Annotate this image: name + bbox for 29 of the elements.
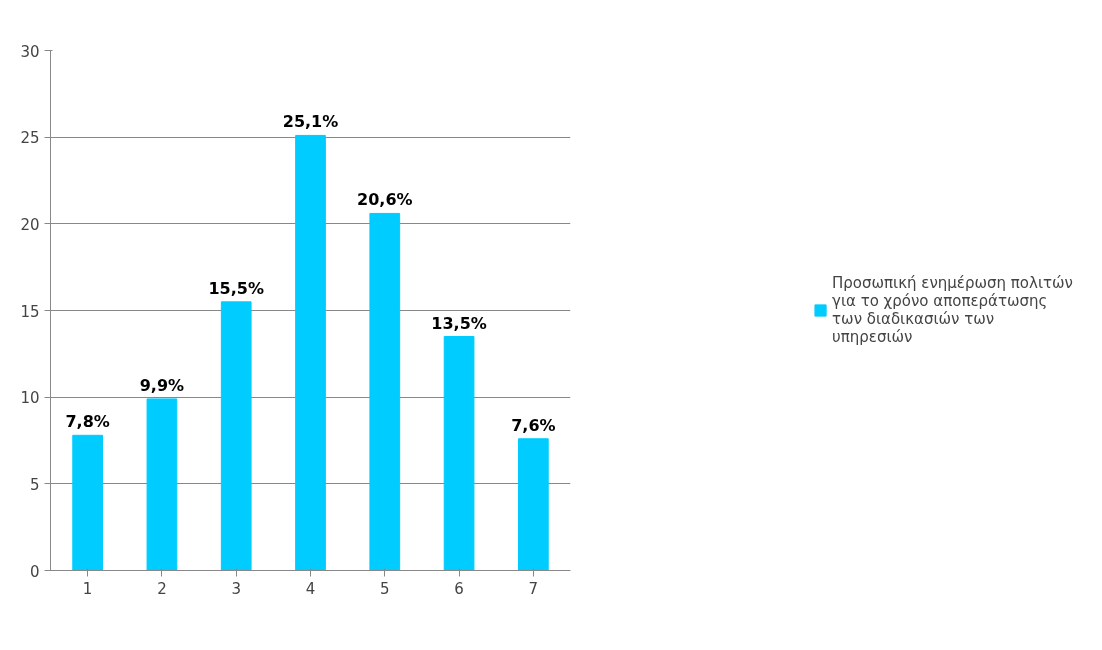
x-tick-label: 2 xyxy=(157,579,167,598)
bar xyxy=(295,134,326,571)
y-tick-label: 5 xyxy=(29,475,40,494)
x-tick-label: 7 xyxy=(528,579,539,598)
x-tick-label: 6 xyxy=(454,579,464,598)
y-tick-label: 10 xyxy=(20,389,40,408)
y-tick-label: 20 xyxy=(20,215,40,234)
bar xyxy=(518,438,549,571)
x-tick-label: 5 xyxy=(380,579,390,598)
x-tick-label: 1 xyxy=(82,579,93,598)
y-tick-label: 25 xyxy=(20,129,40,148)
data-label: 7,8% xyxy=(65,412,110,432)
data-label: 20,6% xyxy=(357,190,413,210)
x-tick-label: 4 xyxy=(305,579,316,598)
y-tick-label: 0 xyxy=(29,562,40,581)
y-tick-label: 15 xyxy=(20,302,40,321)
bar xyxy=(220,301,252,571)
x-tick-label: 3 xyxy=(231,579,241,598)
y-tick-label: 30 xyxy=(20,42,40,61)
bar xyxy=(72,434,103,571)
bar xyxy=(369,212,401,571)
data-label: 25,1% xyxy=(282,112,339,132)
data-label: 7,6% xyxy=(511,415,556,435)
bar xyxy=(443,336,475,571)
data-label: 9,9% xyxy=(139,375,185,395)
legend-label: Προσωπική ενημέρωση πολιτών για το χρόνο αποπεράτωσης των διαδικασιών των υπηρεσιών xyxy=(832,274,1073,346)
bar xyxy=(146,398,178,571)
data-label: 13,5% xyxy=(431,313,487,333)
data-label: 15,5% xyxy=(208,278,264,298)
